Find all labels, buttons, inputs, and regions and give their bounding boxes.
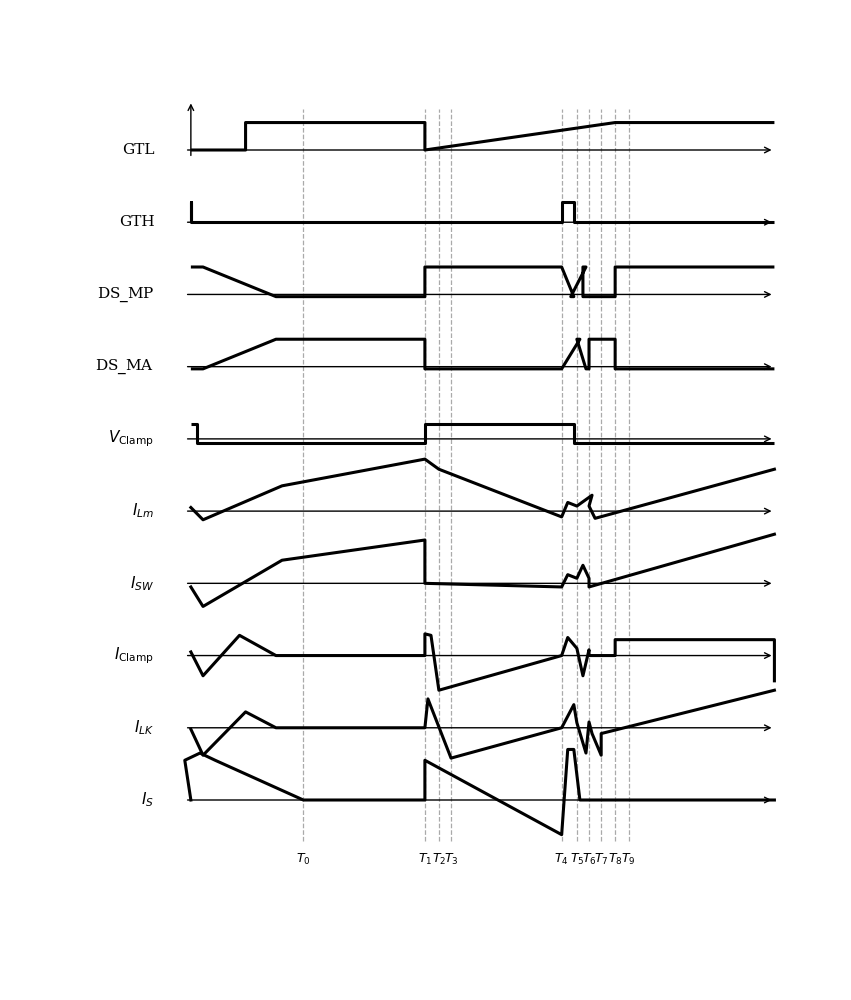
Text: $I_S$: $I_S$ [141,791,154,809]
Text: $V_{\rm Clamp}$: $V_{\rm Clamp}$ [108,429,154,449]
Text: $T_6$: $T_6$ [582,852,597,867]
Text: $I_{LK}$: $I_{LK}$ [134,718,154,737]
Text: $T_3$: $T_3$ [443,852,459,867]
Text: GTH: GTH [119,215,154,229]
Text: $I_{Lm}$: $I_{Lm}$ [132,502,154,520]
Text: $T_0$: $T_0$ [296,852,311,867]
Text: DS$\_$MA: DS$\_$MA [95,357,154,376]
Text: GTL: GTL [122,143,154,157]
Text: $T_8$: $T_8$ [608,852,622,867]
Text: $T_2$: $T_2$ [431,852,446,867]
Text: $T_1$: $T_1$ [418,852,432,867]
Text: $I_{\rm Clamp}$: $I_{\rm Clamp}$ [114,645,154,666]
Text: $T_4$: $T_4$ [554,852,569,867]
Text: $T_7$: $T_7$ [594,852,608,867]
Text: $T_9$: $T_9$ [621,852,636,867]
Text: DS$\_$MP: DS$\_$MP [97,285,154,304]
Text: $T_5$: $T_5$ [569,852,584,867]
Text: $I_{SW}$: $I_{SW}$ [130,574,154,593]
